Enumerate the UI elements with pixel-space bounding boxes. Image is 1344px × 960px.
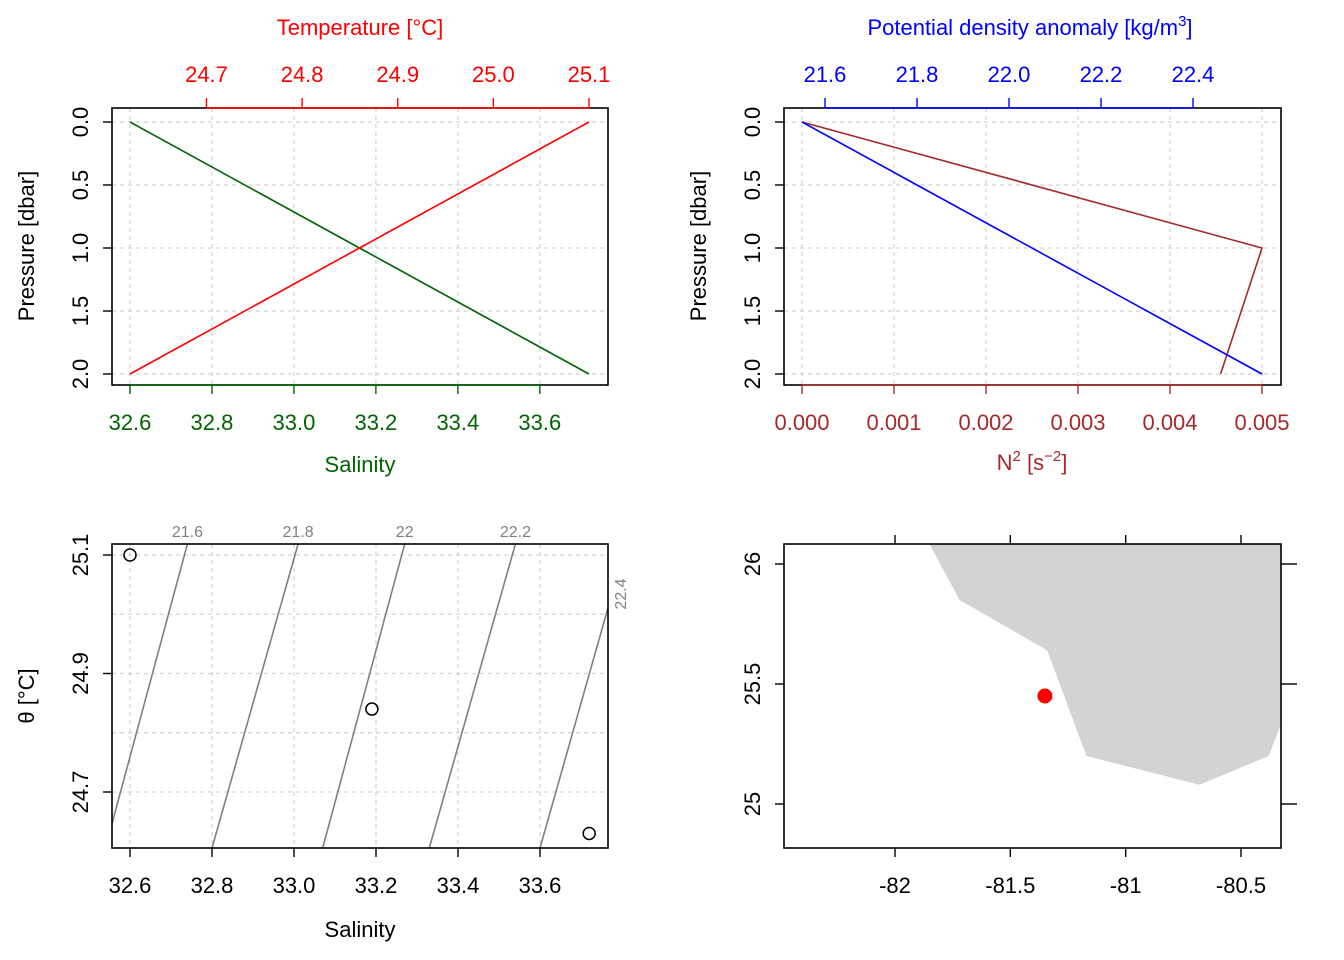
x-tick-label: 33.2 bbox=[355, 873, 398, 898]
isopycnal-line bbox=[112, 544, 189, 827]
land-polygon bbox=[929, 544, 1281, 785]
isopycnal-group bbox=[112, 544, 608, 848]
isopycnal-label: 22.4 bbox=[613, 578, 630, 609]
y-tick-label: 2.0 bbox=[68, 359, 93, 390]
isopycnal-line bbox=[211, 544, 299, 848]
isopycnal-label: 22 bbox=[396, 524, 414, 541]
panel-ts-diagram: 21.6 21.8 22 22.2 22.4 32.6 32.8 33.0 33.2 33.4 33… bbox=[14, 524, 630, 942]
x-tick-label: 33.6 bbox=[519, 873, 562, 898]
top-axis-label: Potential density anomaly [kg/m3] bbox=[867, 13, 1192, 40]
data-point bbox=[365, 702, 379, 716]
x-axis-label: N2 [s−2] bbox=[997, 448, 1068, 475]
x-tick-label: 33.4 bbox=[437, 873, 480, 898]
y-tick-label: 25.5 bbox=[740, 663, 765, 706]
top-tick-label: 24.9 bbox=[376, 62, 419, 87]
isopycnal-label: 22.2 bbox=[500, 524, 531, 541]
top-tick-label: 25.1 bbox=[568, 62, 611, 87]
x-tick-label: 0.004 bbox=[1142, 410, 1197, 435]
y-tick-label: 26 bbox=[740, 552, 765, 576]
isopycnal-line bbox=[321, 544, 406, 848]
top-tick-label: 25.0 bbox=[472, 62, 515, 87]
plot-frame bbox=[111, 543, 609, 849]
x-tick-label: 33.2 bbox=[354, 410, 397, 435]
x-tick-label: 33.0 bbox=[273, 410, 316, 435]
y-tick-label: 25.1 bbox=[68, 534, 93, 577]
y-tick-label: 1.0 bbox=[68, 233, 93, 264]
isopycnal-label: 21.8 bbox=[283, 524, 314, 541]
y-tick-label: 24.7 bbox=[68, 771, 93, 814]
top-tick-label: 24.8 bbox=[281, 62, 324, 87]
top-tick-label: 21.6 bbox=[804, 62, 847, 87]
top-tick-label: 24.7 bbox=[185, 62, 228, 87]
x-tick-label: 32.6 bbox=[109, 873, 152, 898]
y-tick-label: 24.9 bbox=[68, 652, 93, 695]
x-axis-label: Salinity bbox=[325, 917, 396, 942]
isopycnal-line bbox=[428, 544, 517, 848]
x-tick-label: 0.002 bbox=[958, 410, 1013, 435]
y-tick-label: 0.5 bbox=[68, 170, 93, 201]
y-axis-label: Pressure [dbar] bbox=[686, 171, 711, 321]
y-tick-label: 1.0 bbox=[740, 233, 765, 264]
y-axis-label: Pressure [dbar] bbox=[14, 171, 39, 321]
x-tick-label: 32.8 bbox=[191, 873, 234, 898]
x-tick-label: -80.5 bbox=[1216, 873, 1266, 898]
y-tick-label: 0.0 bbox=[740, 107, 765, 138]
x-tick-label: -81 bbox=[1110, 873, 1142, 898]
x-tick-label: 32.6 bbox=[109, 410, 152, 435]
top-tick-label: 22.4 bbox=[1172, 62, 1215, 87]
station-marker bbox=[1037, 688, 1053, 704]
x-tick-label: 33.4 bbox=[436, 410, 479, 435]
x-tick-label: 0.000 bbox=[774, 410, 829, 435]
x-tick-label: 33.0 bbox=[273, 873, 316, 898]
n2-line bbox=[801, 121, 1264, 375]
x-tick-label: -81.5 bbox=[985, 873, 1035, 898]
y-tick-label: 1.5 bbox=[740, 296, 765, 327]
plot-frame bbox=[783, 543, 1282, 849]
x-tick-label: -82 bbox=[879, 873, 911, 898]
panel-density-profile: 0.0 0.5 1.0 1.5 2.0 Pressure [dbar] 0.000 0.001… bbox=[686, 13, 1290, 475]
x-tick-label: 0.005 bbox=[1234, 410, 1289, 435]
y-tick-label: 1.5 bbox=[68, 296, 93, 327]
data-point bbox=[582, 826, 596, 841]
top-tick-label: 22.0 bbox=[988, 62, 1031, 87]
y-tick-label: 0.0 bbox=[68, 107, 93, 138]
x-tick-label: 0.001 bbox=[866, 410, 921, 435]
panel-map: -82 -81.5 -81 -80.5 25 25.5 26 bbox=[740, 535, 1297, 898]
isopycnal-label: 21.6 bbox=[172, 524, 203, 541]
temperature-line bbox=[129, 121, 590, 375]
data-point bbox=[123, 548, 137, 562]
x-tick-label: 0.003 bbox=[1050, 410, 1105, 435]
y-axis-label: θ [°C] bbox=[14, 668, 39, 723]
y-tick-label: 0.5 bbox=[740, 170, 765, 201]
isopycnal-line bbox=[539, 604, 608, 848]
y-tick-label: 2.0 bbox=[740, 359, 765, 390]
x-tick-label: 33.6 bbox=[518, 410, 561, 435]
x-tick-label: 32.8 bbox=[191, 410, 234, 435]
top-tick-label: 22.2 bbox=[1080, 62, 1123, 87]
density-line bbox=[801, 121, 1263, 375]
panel-ts-profile: 0.0 0.5 1.0 1.5 2.0 Pressure [dbar] 32.6 32.8 33… bbox=[14, 15, 610, 477]
top-tick-label: 21.8 bbox=[896, 62, 939, 87]
y-tick-label: 25 bbox=[740, 792, 765, 816]
x-axis-label: Salinity bbox=[325, 452, 396, 477]
top-axis-label: Temperature [°C] bbox=[277, 15, 444, 40]
